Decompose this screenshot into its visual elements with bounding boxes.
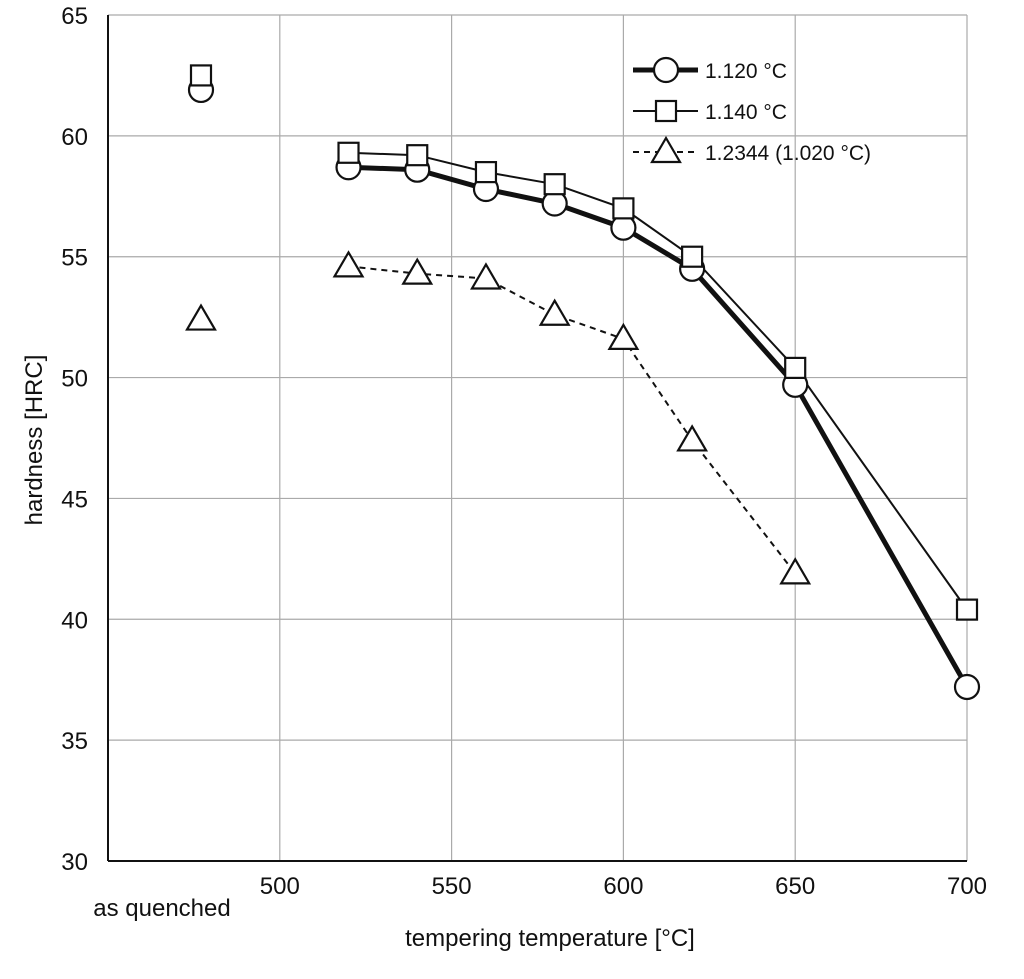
data-point-square	[406, 144, 429, 167]
x-tick-label: 550	[432, 873, 472, 900]
x-axis-label: tempering temperature [°C]	[405, 925, 695, 952]
series-line-circle	[348, 164, 970, 689]
x-tick-label: 600	[603, 873, 643, 900]
x-tick-label: 500	[260, 873, 300, 900]
y-tick-label: 60	[61, 124, 88, 151]
data-point-triangle	[470, 262, 502, 290]
legend-label: 1.120 °C	[705, 60, 787, 83]
data-point-square	[337, 141, 360, 164]
data-point-square	[784, 356, 807, 380]
x-tick-label: 700	[947, 873, 987, 900]
y-tick-label: 55	[61, 245, 88, 272]
data-point-triangle	[538, 298, 571, 326]
as-quenched-point-triangle	[185, 303, 217, 331]
data-point-square	[474, 161, 498, 184]
legend-label: 1.2344 (1.020 °C)	[705, 142, 871, 165]
data-point-triangle	[401, 257, 434, 285]
data-point-square	[681, 245, 704, 268]
y-tick-label: 30	[61, 849, 88, 876]
legend: 1.120 °C 1.140 °C 1.2344 (1.020 °C)	[633, 56, 871, 165]
legend-marker-square	[654, 99, 678, 123]
y-axis-label: hardness [HRC]	[21, 355, 48, 526]
y-tick-label: 40	[61, 607, 88, 634]
data-point-square	[955, 598, 979, 621]
data-point-triangle	[676, 424, 709, 452]
legend-marker-circle	[652, 56, 680, 84]
axes: 500 550 600 650 700 30 35 40 45 50 55 60 65	[61, 3, 987, 900]
y-tick-label: 35	[61, 728, 88, 755]
data-point-square	[612, 197, 635, 220]
data-point-triangle	[779, 557, 812, 585]
as-quenched-point-square	[189, 64, 213, 87]
y-tick-label: 50	[61, 366, 88, 393]
y-tick-label: 65	[61, 3, 88, 30]
x-tick-label: 650	[775, 873, 815, 900]
series-line-square	[348, 151, 968, 611]
as-quenched-label: as quenched	[93, 895, 230, 922]
series-layer	[185, 64, 981, 701]
legend-marker-triangle	[650, 135, 682, 164]
data-point-square	[543, 173, 566, 196]
y-tick-label: 45	[61, 486, 88, 513]
legend-label: 1.140 °C	[705, 101, 787, 124]
data-point-triangle	[332, 250, 365, 278]
data-point-triangle	[607, 322, 640, 350]
data-point-circle	[953, 673, 981, 701]
